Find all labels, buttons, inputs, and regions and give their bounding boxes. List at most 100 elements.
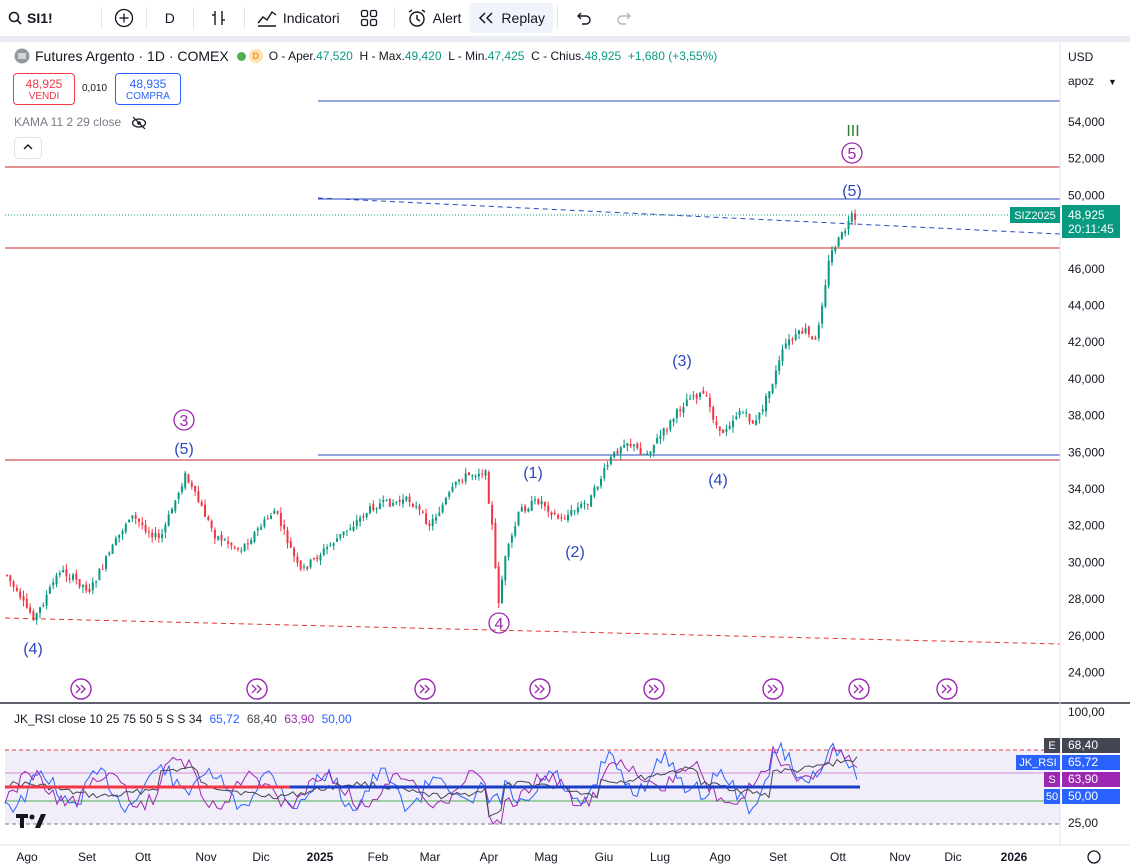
- price-tick-label: 40,000: [1068, 372, 1105, 386]
- candle-body: [194, 485, 197, 492]
- delayed-badge[interactable]: D: [248, 49, 263, 63]
- wave-label[interactable]: 3: [180, 413, 189, 430]
- economic-event-marker[interactable]: [762, 678, 784, 700]
- economic-event-marker[interactable]: [246, 678, 268, 700]
- candle-body: [418, 505, 421, 510]
- candle-body: [774, 370, 777, 385]
- candle-body: [355, 520, 358, 526]
- candle-body: [362, 516, 365, 518]
- symbol-legend[interactable]: Futures Argento · 1D · COMEX D O - Aper.…: [14, 48, 717, 64]
- trendline-red-dashed[interactable]: [4, 617, 1061, 645]
- candle-body: [494, 522, 497, 569]
- rsi-badge-tag: [1016, 755, 1060, 770]
- chart-title: Futures Argento · 1D · COMEX: [35, 48, 229, 64]
- candle-body: [629, 443, 632, 447]
- candle-body: [520, 507, 523, 512]
- candle-body: [580, 503, 583, 508]
- candle-body: [286, 530, 289, 544]
- wave-label[interactable]: (5): [174, 441, 194, 458]
- candle-body: [603, 467, 606, 479]
- candle-body: [573, 510, 576, 512]
- rsi-badge-value: [1062, 738, 1120, 753]
- open-label: O - Aper.: [268, 49, 317, 63]
- time-tick-label: Nov: [889, 850, 910, 864]
- sell-button[interactable]: 48,925 VENDI: [13, 73, 75, 105]
- wave-label-circle[interactable]: [488, 612, 510, 634]
- candle-body: [659, 435, 662, 439]
- candle-body: [111, 544, 114, 554]
- candle-body: [220, 534, 223, 541]
- currency-select[interactable]: USD: [1068, 50, 1093, 64]
- layouts-button[interactable]: [348, 0, 390, 36]
- wave-label[interactable]: (2): [565, 544, 585, 561]
- candle-body: [68, 578, 71, 580]
- time-tick-label: Lug: [650, 850, 670, 864]
- tradingview-logo[interactable]: [16, 812, 48, 835]
- change-value: +1,680 (+3,55%): [627, 49, 718, 63]
- wave-label-circle[interactable]: [173, 409, 195, 431]
- drawing-lines[interactable]: [4, 100, 1061, 645]
- rsi-legend[interactable]: JK_RSI close 10 25 75 50 5 S S 34 65,72 …: [14, 712, 352, 726]
- chart-type-button[interactable]: [198, 0, 240, 36]
- candle-body: [128, 519, 131, 523]
- wave-label[interactable]: (1): [523, 465, 543, 482]
- candle-body: [685, 399, 688, 407]
- rsi-ema-line: [4, 756, 858, 818]
- economic-event-marker[interactable]: [529, 678, 551, 700]
- economic-event-marker[interactable]: [936, 678, 958, 700]
- redo-button[interactable]: [604, 0, 646, 36]
- event-arrow-icon: [941, 684, 947, 694]
- compare-button[interactable]: [106, 0, 142, 36]
- candle-body: [765, 396, 767, 412]
- replay-button[interactable]: Replay: [469, 3, 554, 33]
- candle-body: [19, 591, 22, 598]
- candle-body: [55, 575, 58, 585]
- price-tick-label: 52,000: [1068, 152, 1105, 166]
- candle-body: [29, 607, 32, 613]
- axis-settings[interactable]: USD apoz ▼: [1062, 42, 1130, 94]
- candle-body: [303, 566, 305, 568]
- candle-body: [646, 453, 649, 455]
- alert-button[interactable]: Alert: [399, 0, 470, 36]
- kama-indicator-legend[interactable]: KAMA 11 2 29 close: [14, 115, 147, 130]
- wave-label[interactable]: 5: [848, 146, 857, 163]
- candle-body: [349, 528, 352, 531]
- rsi-signal-line: [4, 744, 858, 825]
- economic-event-marker[interactable]: [70, 678, 92, 700]
- elliott-wave-labels[interactable]: (4) 3 (5) 4 (1) (2) (3) (4) (5) 5 III: [23, 123, 863, 658]
- symbol-search[interactable]: SI1!: [0, 0, 61, 36]
- buy-button[interactable]: 48,935 COMPRA: [115, 73, 181, 105]
- settings-icon[interactable]: [1087, 850, 1101, 864]
- economic-event-marker[interactable]: [643, 678, 665, 700]
- time-tick-label: Ago: [16, 850, 38, 864]
- wave-label-circle[interactable]: [841, 142, 863, 164]
- wave-label[interactable]: (5): [842, 183, 862, 200]
- candle-body: [811, 336, 814, 340]
- wave-label[interactable]: (4): [708, 472, 728, 489]
- eye-off-icon[interactable]: [131, 116, 147, 130]
- rsi-badge-tag-text: E: [1048, 740, 1055, 752]
- trendline-blue-dashed[interactable]: [317, 197, 1061, 235]
- low-label: L - Min.: [448, 49, 488, 63]
- candle-body: [151, 532, 154, 538]
- economic-event-marker[interactable]: [848, 678, 870, 700]
- wave-label[interactable]: (4): [23, 641, 43, 658]
- wave-label[interactable]: 4: [495, 616, 504, 633]
- indicators-button[interactable]: Indicatori: [249, 0, 348, 36]
- wave-label[interactable]: (3): [672, 353, 692, 370]
- candle-body: [270, 515, 272, 519]
- collapse-legend-button[interactable]: [14, 137, 42, 159]
- wave-label[interactable]: III: [846, 123, 859, 140]
- candle-body: [342, 531, 345, 536]
- interval-button[interactable]: D: [151, 0, 189, 36]
- candle-body: [633, 444, 635, 447]
- event-markers[interactable]: [70, 678, 958, 700]
- candle-body: [98, 568, 101, 581]
- undo-button[interactable]: [562, 0, 604, 36]
- economic-event-marker[interactable]: [414, 678, 436, 700]
- time-axis[interactable]: Ago Set Ott Nov Dic 2025 Feb Mar Apr Mag Giu Lug Ago…: [0, 844, 1130, 864]
- price-axis[interactable]: 54,00052,00050,00048,00046,00044,00042,0…: [1010, 42, 1120, 845]
- candle-body: [791, 339, 794, 341]
- units-select[interactable]: apoz ▼: [1068, 74, 1117, 88]
